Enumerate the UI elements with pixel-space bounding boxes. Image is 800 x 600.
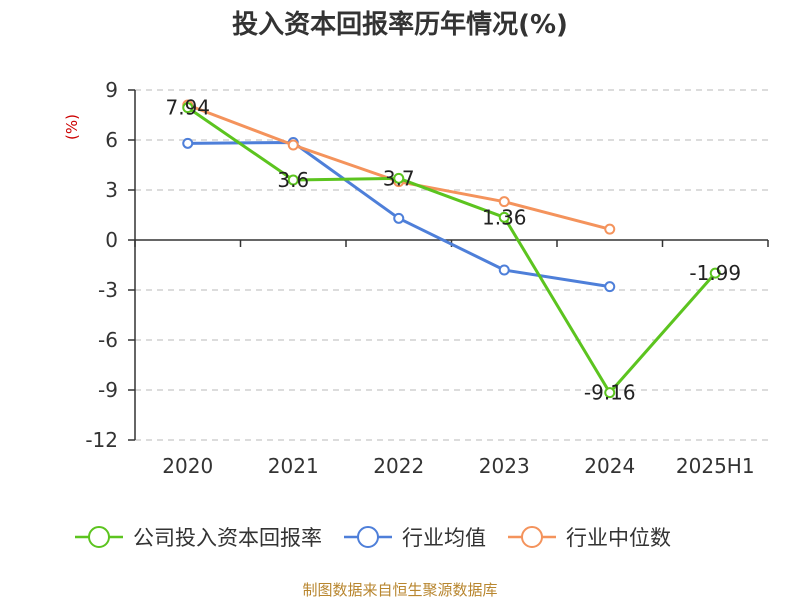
- y-tick-label: 0: [105, 228, 118, 252]
- legend-swatch-marker: [521, 526, 543, 548]
- x-tick-label: 2020: [162, 454, 213, 478]
- data-labels: 7.94 3.6 3.7 1.36 -9.16 -1.99: [165, 96, 741, 405]
- y-tick-label: -6: [98, 328, 118, 352]
- x-tick-label: 2022: [373, 454, 424, 478]
- data-point: [709, 267, 721, 279]
- y-tick-label: -12: [85, 428, 118, 452]
- x-tick-label: 2025H1: [676, 454, 755, 478]
- y-tick-label: 3: [105, 178, 118, 202]
- y-tick-label: 9: [105, 78, 118, 102]
- data-point: [287, 174, 299, 186]
- data-point: [287, 139, 299, 151]
- data-label: 3.6: [277, 168, 309, 192]
- legend-swatch-marker: [357, 526, 379, 548]
- data-label: 1.36: [482, 205, 527, 229]
- data-point: [498, 264, 510, 276]
- data-point: [182, 102, 194, 114]
- data-point: [604, 281, 616, 293]
- x-tick-label: 2021: [268, 454, 319, 478]
- legend-label: 行业中位数: [566, 526, 671, 550]
- y-axis-unit-label: (%): [63, 114, 81, 140]
- legend-label: 行业均值: [402, 526, 486, 550]
- data-label: 3.7: [383, 166, 415, 190]
- x-tick-label: 2023: [479, 454, 530, 478]
- y-tick-label: -3: [98, 278, 118, 302]
- series-line: [186, 106, 717, 395]
- data-point: [182, 137, 194, 149]
- x-tick-label: 2024: [584, 454, 635, 478]
- series-layer: [182, 99, 721, 399]
- data-label: 7.94: [165, 96, 210, 120]
- chart-title: 投入资本回报率历年情况(%): [232, 9, 568, 40]
- y-tick-label: -9: [98, 378, 118, 402]
- legend: 公司投入资本回报率 行业均值 行业中位数: [75, 526, 671, 550]
- data-label: -1.99: [689, 261, 741, 285]
- data-point: [498, 211, 510, 223]
- legend-label: 公司投入资本回报率: [133, 526, 322, 550]
- source-note: 制图数据来自恒生聚源数据库: [302, 581, 497, 599]
- data-point: [604, 387, 616, 399]
- data-label: -9.16: [584, 381, 636, 405]
- data-point: [393, 212, 405, 224]
- data-point: [393, 172, 405, 184]
- legend-swatch-marker: [88, 526, 110, 548]
- data-point: [498, 196, 510, 208]
- y-tick-label: 6: [105, 128, 118, 152]
- data-point: [604, 223, 616, 235]
- axes: 9 6 3 0 -3 -6 -9 -12 2020 2021 2022 2023 2024 2025H1: [85, 78, 769, 478]
